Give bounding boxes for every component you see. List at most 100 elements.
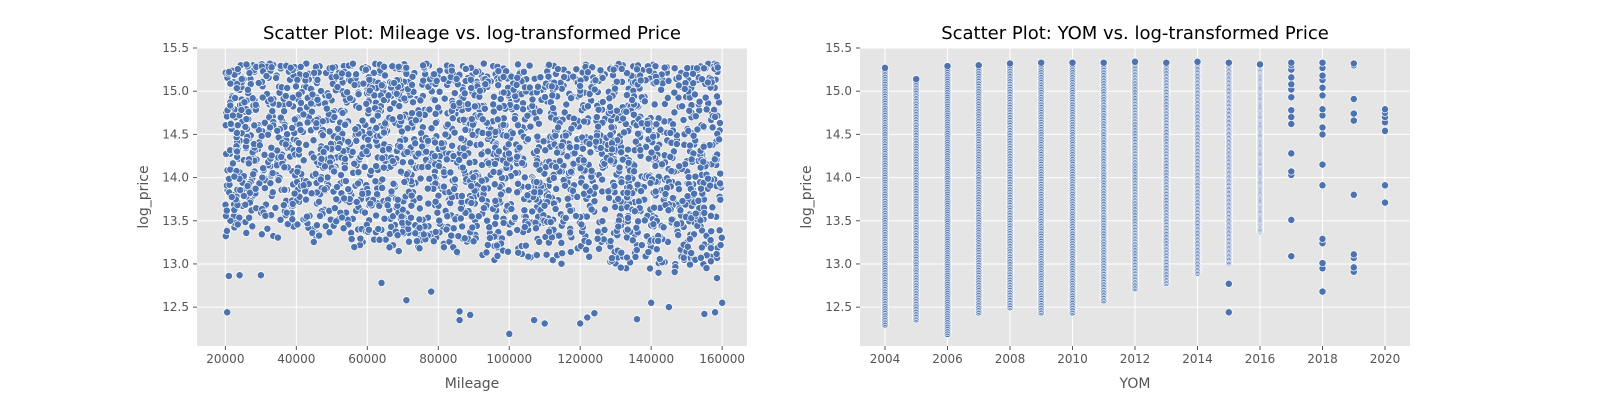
data-point bbox=[631, 137, 640, 146]
data-point bbox=[532, 251, 541, 260]
data-point bbox=[468, 223, 477, 232]
data-point bbox=[679, 116, 688, 124]
data-point bbox=[467, 199, 476, 207]
data-point bbox=[396, 113, 405, 122]
data-point bbox=[362, 147, 371, 156]
data-point bbox=[682, 70, 691, 79]
data-point bbox=[505, 329, 514, 338]
data-point bbox=[579, 156, 588, 165]
data-point bbox=[628, 236, 637, 245]
data-point bbox=[1287, 149, 1296, 158]
data-point bbox=[228, 111, 237, 120]
data-point bbox=[236, 186, 245, 195]
y-tick-label: 15.5 bbox=[825, 41, 852, 55]
data-point bbox=[695, 97, 704, 106]
data-point bbox=[620, 128, 628, 137]
y-tick-label: 14.0 bbox=[825, 171, 852, 185]
data-point bbox=[435, 87, 444, 96]
data-point bbox=[604, 187, 613, 196]
data-point bbox=[317, 154, 326, 163]
data-point bbox=[479, 184, 488, 193]
data-point bbox=[593, 234, 602, 243]
data-point bbox=[344, 70, 353, 79]
data-point bbox=[514, 248, 523, 257]
data-point bbox=[716, 195, 725, 204]
data-point bbox=[718, 298, 727, 307]
data-point bbox=[548, 256, 557, 265]
y-tick-label: 15.0 bbox=[162, 84, 189, 98]
data-point bbox=[686, 141, 694, 150]
scatter-points bbox=[221, 59, 727, 338]
data-point bbox=[491, 159, 499, 168]
data-point bbox=[535, 237, 544, 246]
data-point bbox=[388, 115, 397, 124]
data-point bbox=[654, 236, 663, 245]
data-point bbox=[634, 129, 642, 138]
data-point bbox=[354, 179, 363, 188]
data-point bbox=[518, 159, 527, 168]
data-point bbox=[315, 197, 323, 206]
data-point bbox=[553, 65, 562, 73]
y-tick-label: 13.5 bbox=[825, 214, 852, 228]
data-point bbox=[666, 128, 675, 137]
data-point bbox=[1349, 95, 1358, 103]
data-point bbox=[243, 182, 252, 190]
data-point bbox=[624, 173, 633, 182]
data-point bbox=[519, 67, 528, 76]
data-point bbox=[605, 193, 613, 202]
data-point bbox=[1131, 57, 1139, 66]
data-point bbox=[515, 143, 524, 152]
data-point bbox=[232, 84, 241, 93]
data-point bbox=[513, 73, 522, 82]
data-point bbox=[583, 68, 592, 77]
data-point bbox=[651, 187, 660, 196]
data-point bbox=[644, 248, 653, 257]
data-point bbox=[1349, 263, 1358, 272]
data-point bbox=[478, 161, 486, 169]
data-point bbox=[380, 214, 389, 223]
data-point bbox=[664, 76, 673, 85]
data-point bbox=[1349, 59, 1358, 68]
data-point bbox=[348, 59, 357, 68]
data-point bbox=[629, 110, 638, 119]
data-point bbox=[549, 173, 558, 182]
data-point bbox=[633, 180, 642, 189]
data-point bbox=[378, 154, 387, 163]
data-point bbox=[519, 105, 528, 114]
data-point bbox=[476, 86, 484, 95]
data-point bbox=[696, 253, 705, 262]
data-point bbox=[343, 88, 352, 97]
data-point bbox=[713, 92, 721, 101]
data-point bbox=[415, 204, 424, 213]
data-point bbox=[494, 67, 503, 76]
data-point bbox=[466, 75, 475, 84]
data-point bbox=[344, 137, 353, 146]
data-point bbox=[318, 131, 327, 140]
data-point bbox=[598, 98, 607, 106]
data-point bbox=[377, 278, 386, 287]
data-point bbox=[1287, 120, 1296, 128]
data-point bbox=[525, 83, 534, 92]
data-point bbox=[590, 197, 599, 206]
data-point bbox=[633, 65, 641, 74]
y-tick-label: 14.0 bbox=[162, 171, 189, 185]
data-point bbox=[260, 184, 269, 193]
data-point bbox=[605, 94, 614, 103]
data-point bbox=[393, 195, 402, 204]
data-point bbox=[435, 216, 444, 225]
data-point bbox=[706, 257, 715, 266]
data-point bbox=[352, 198, 361, 206]
data-point bbox=[413, 237, 421, 246]
data-point bbox=[697, 243, 706, 252]
data-point bbox=[283, 84, 292, 92]
data-point bbox=[523, 135, 532, 144]
data-point bbox=[283, 220, 292, 229]
data-point bbox=[449, 224, 458, 233]
data-point bbox=[394, 247, 403, 256]
data-point bbox=[1318, 105, 1327, 114]
data-point bbox=[489, 167, 498, 176]
data-point bbox=[480, 104, 489, 113]
data-point bbox=[251, 184, 260, 193]
y-tick-label: 15.5 bbox=[162, 41, 189, 55]
data-point bbox=[685, 106, 694, 115]
